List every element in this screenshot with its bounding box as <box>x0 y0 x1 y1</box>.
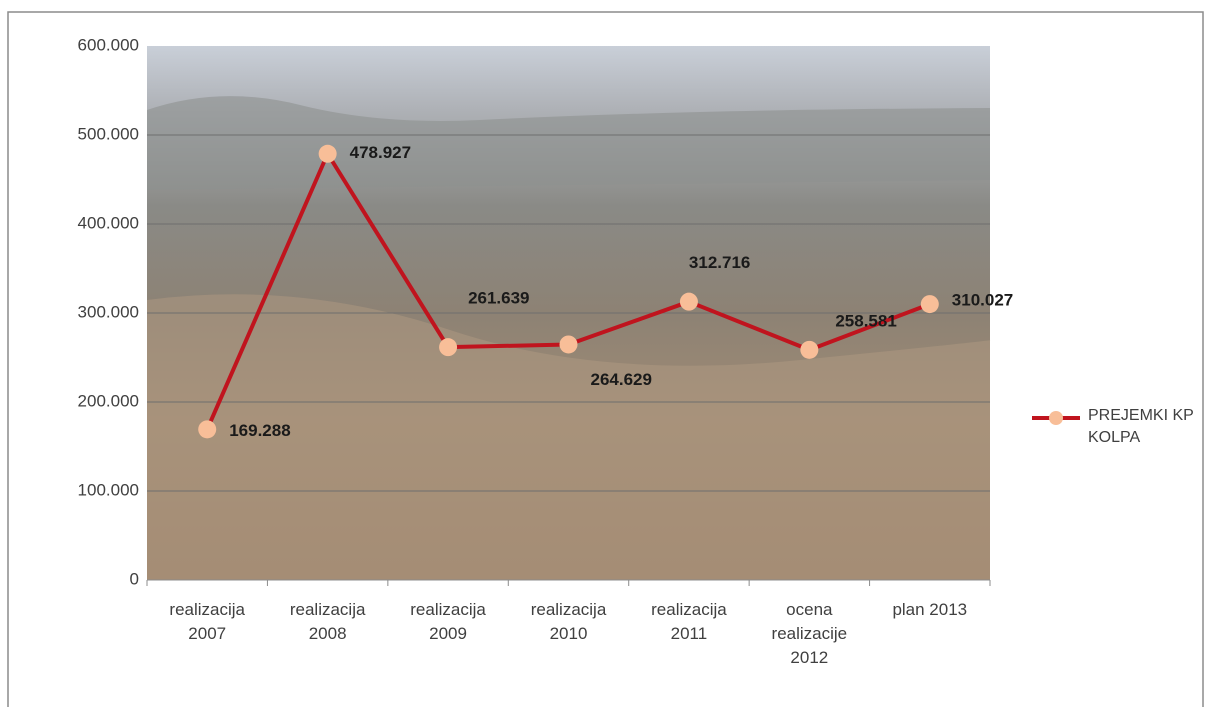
y-tick-label: 600.000 <box>78 35 139 54</box>
x-tick-label: ocena realizacije 2012 <box>751 598 867 670</box>
marker <box>560 335 578 353</box>
x-tick-label: realizacija 2010 <box>511 598 627 646</box>
y-tick-label: 100.000 <box>78 480 139 499</box>
value-label: 264.629 <box>591 370 652 389</box>
marker <box>680 293 698 311</box>
y-tick-label: 300.000 <box>78 302 139 321</box>
y-tick-label: 400.000 <box>78 213 139 232</box>
marker <box>319 145 337 163</box>
x-tick-label: realizacija 2009 <box>390 598 506 646</box>
marker <box>198 420 216 438</box>
value-label: 478.927 <box>350 143 411 162</box>
y-tick-label: 0 <box>130 569 139 588</box>
value-label: 261.639 <box>468 289 529 308</box>
value-label: 310.027 <box>952 291 1013 310</box>
legend-label: PREJEMKI KP KOLPA <box>1088 405 1198 449</box>
x-tick-label: realizacija 2011 <box>631 598 747 646</box>
marker <box>439 338 457 356</box>
y-tick-label: 500.000 <box>78 124 139 143</box>
x-tick-label: realizacija 2008 <box>270 598 386 646</box>
x-tick-label: plan 2013 <box>872 598 988 622</box>
x-tick-label: realizacija 2007 <box>149 598 265 646</box>
value-label: 169.288 <box>229 421 290 440</box>
y-tick-label: 200.000 <box>78 391 139 410</box>
legend-marker <box>1049 411 1063 425</box>
value-label: 312.716 <box>689 253 750 272</box>
marker <box>800 341 818 359</box>
chart-frame: 0 100.000 200.000 300.000 400.000 500.000 600.… <box>0 0 1208 707</box>
marker <box>921 295 939 313</box>
value-label: 258.581 <box>835 311 896 330</box>
